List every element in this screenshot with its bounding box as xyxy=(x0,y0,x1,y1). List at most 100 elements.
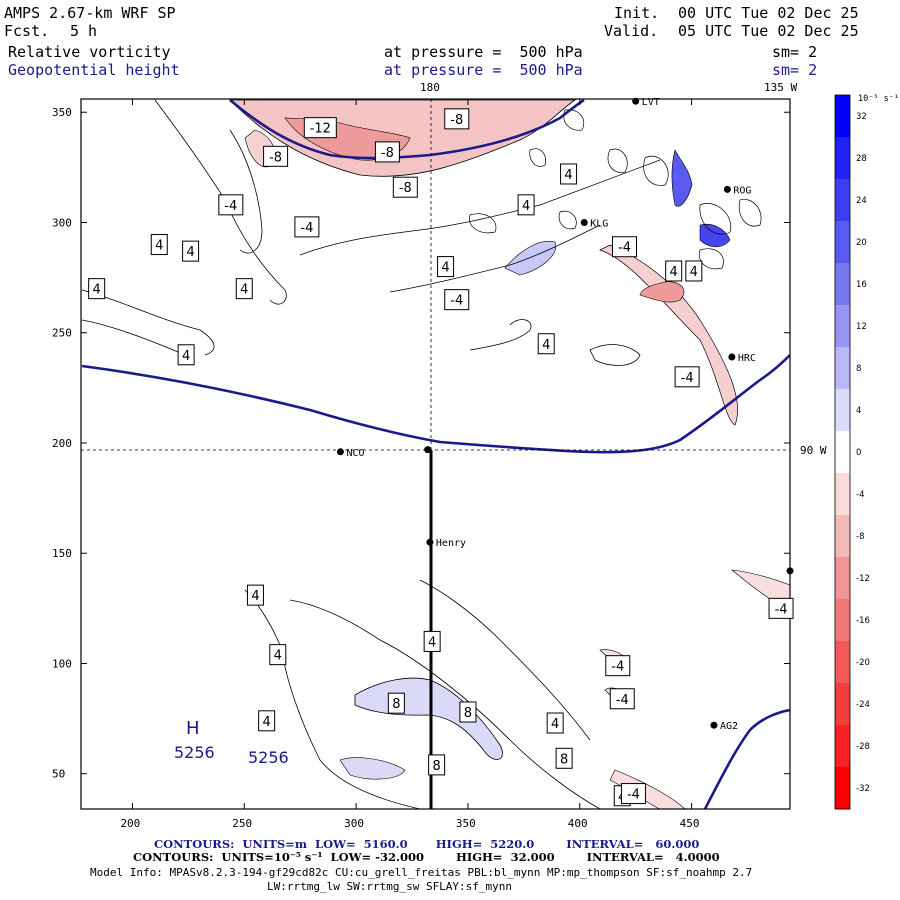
contour-label-box xyxy=(294,216,320,238)
x-tick-label: 400 xyxy=(568,817,588,830)
colorbar-tick-label: 32 xyxy=(856,112,867,122)
contour-label-text: -4 xyxy=(616,693,629,708)
colorbar-tick-label: 8 xyxy=(856,364,861,374)
field1-smoothing: sm= 2 xyxy=(772,43,818,61)
station-marker xyxy=(728,353,736,361)
contour-label: 4 xyxy=(88,278,106,300)
positive-vorticity-mid xyxy=(504,240,557,276)
contour-label-text: 4 xyxy=(542,338,550,353)
valid-label: Valid. xyxy=(604,22,659,40)
contour-label: 4 xyxy=(246,584,264,606)
colorbar-swatch xyxy=(835,347,850,390)
contour-label: -4 xyxy=(609,688,635,710)
footer-physics-info: LW:rrtmg_lw SW:rrtmg_sw SFLAY:sf_mynn xyxy=(267,880,513,893)
contour-label-text: 8 xyxy=(432,759,440,774)
colorbar: 32 28 24 20 16 12 8 4 0 -4 -8 -12 -16 -20 -24 -28 -32 xyxy=(834,94,870,810)
station-label: AG2 xyxy=(720,721,738,732)
contour-label: 4 xyxy=(665,260,683,282)
geopotential-height-contours xyxy=(81,99,790,809)
contour-label-box xyxy=(555,747,573,769)
valid-time: 05 UTC Tue 02 Dec 25 xyxy=(678,22,859,40)
contour-label-text: -4 xyxy=(627,788,640,803)
x-tick-label: 300 xyxy=(344,817,364,830)
y-tick-label: 50 xyxy=(52,768,65,781)
high-value-right: 5256 xyxy=(248,748,289,767)
colorbar-tick-label: 4 xyxy=(856,406,861,416)
contour-label-text: -4 xyxy=(611,660,624,675)
contour-label-text: -4 xyxy=(618,241,631,256)
contour-label: -12 xyxy=(303,117,337,139)
contour-label: 8 xyxy=(459,701,477,723)
contour-label-text: 4 xyxy=(155,239,163,254)
contour-label-box xyxy=(88,278,106,300)
y-tick-label: 350 xyxy=(52,106,72,119)
station-label: LVT xyxy=(642,97,660,108)
station-label: KLG xyxy=(590,218,608,229)
contour-label-box xyxy=(537,333,555,355)
contour-label: -4 xyxy=(611,236,637,258)
contour-label-text: -8 xyxy=(381,146,394,161)
colorbar-swatch xyxy=(835,515,850,558)
contour-label: 8 xyxy=(555,747,573,769)
station-marker xyxy=(710,721,718,729)
positive-vorticity-south xyxy=(354,677,503,760)
station-marker xyxy=(786,567,794,575)
contour-label: 4 xyxy=(685,260,703,282)
contour-label: 4 xyxy=(269,644,287,666)
contour-label-box xyxy=(685,260,703,282)
footer-model-info: Model Info: MPASv8.2.3-194-gf29cd82c CU:… xyxy=(90,866,753,879)
x-tick-label: 250 xyxy=(232,817,252,830)
negative-vorticity-blob-east xyxy=(639,281,685,303)
station-marker xyxy=(336,448,344,456)
contour-label-text: 4 xyxy=(262,715,270,730)
contour-label-text: -8 xyxy=(450,113,463,128)
field2-level: at pressure = 500 hPa xyxy=(384,61,583,79)
contour-label-box xyxy=(546,712,564,734)
station-marker xyxy=(632,97,640,105)
forecast-hour: 5 h xyxy=(70,22,98,40)
contour-label-box xyxy=(459,701,477,723)
y-tick-label: 300 xyxy=(52,216,72,229)
colorbar-swatch xyxy=(835,557,850,600)
contour-label: -4 xyxy=(444,289,470,311)
contour-label-text: 4 xyxy=(251,589,259,604)
contour-label-text: 4 xyxy=(441,261,449,276)
colorbar-swatch xyxy=(835,221,850,264)
colorbar-tick-label: -4 xyxy=(856,490,864,500)
vorticity-contour-lines xyxy=(81,99,661,809)
field1-level: at pressure = 500 hPa xyxy=(384,43,583,61)
init-label: Init. xyxy=(614,4,660,22)
contour-label: -4 xyxy=(674,366,700,388)
init-time: 00 UTC Tue 02 Dec 25 xyxy=(678,4,859,22)
lon-label-135w: 135 W xyxy=(764,81,797,94)
colorbar-tick-label: -16 xyxy=(856,616,870,626)
colorbar-swatch xyxy=(835,767,850,810)
contour-label: -4 xyxy=(620,783,646,805)
colorbar-swatch xyxy=(835,683,850,726)
contour-label-text: 4 xyxy=(240,283,248,298)
contour-label-box xyxy=(517,194,535,216)
contour-label: 4 xyxy=(235,278,253,300)
contour-label: 4 xyxy=(423,630,441,652)
contour-label-box xyxy=(263,145,289,167)
contour-label: -8 xyxy=(444,108,470,130)
contour-label-text: 4 xyxy=(564,168,572,183)
station-marker xyxy=(424,446,432,454)
positive-vorticity-east xyxy=(699,223,731,248)
contour-label-text: 8 xyxy=(464,706,472,721)
contour-label: -8 xyxy=(374,141,400,163)
colorbar-swatch xyxy=(835,431,850,474)
contour-label: 4 xyxy=(546,712,564,734)
contour-label-text: 4 xyxy=(522,199,530,214)
contour-label: 4 xyxy=(258,710,276,732)
contour-label-text: -8 xyxy=(269,150,282,165)
contour-label-box xyxy=(423,630,441,652)
colorbar-tick-label: 28 xyxy=(856,154,867,164)
field1-name: Relative vorticity xyxy=(8,43,171,61)
y-tick-label: 200 xyxy=(52,437,72,450)
colorbar-swatch xyxy=(835,95,850,138)
contour-label: 4 xyxy=(437,256,455,278)
colorbar-tick-label: -24 xyxy=(856,700,870,710)
contour-label-box xyxy=(235,278,253,300)
